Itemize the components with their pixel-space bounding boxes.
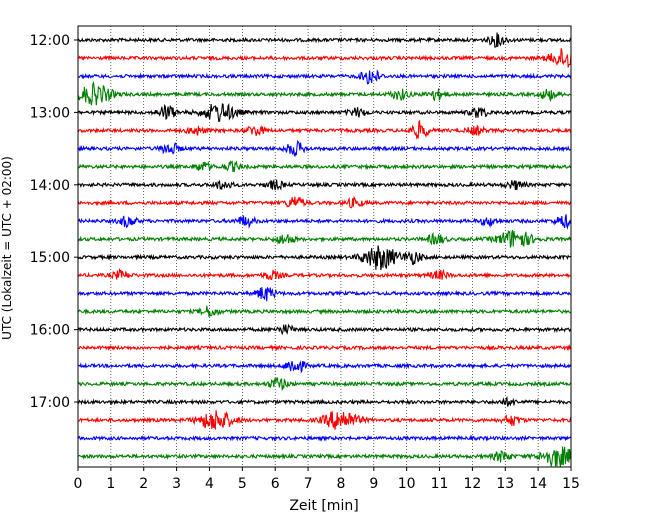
y-tick-label-14:00: 14:00 (30, 178, 70, 194)
trace-1615 (77, 344, 572, 352)
x-tick-label-12: 12 (463, 476, 481, 492)
y-axis: 12:00 13:00 14:00 15:00 16:00 17:00 (30, 33, 78, 411)
trace-1315 (77, 119, 572, 140)
x-tick-label-11: 11 (431, 476, 449, 492)
trace-1715 (77, 410, 572, 431)
trace-1700 (77, 395, 572, 407)
trace-1530 (77, 286, 572, 302)
trace-1300 (77, 102, 572, 123)
x-tick-label-2: 2 (139, 476, 148, 492)
trace-1645 (77, 377, 572, 391)
trace-1515 (77, 267, 572, 281)
trace-1730 (77, 434, 572, 442)
x-tick-label-15: 15 (562, 476, 580, 492)
trace-1500 (77, 245, 572, 271)
trace-1600 (77, 323, 572, 336)
plot-frame (77, 25, 572, 468)
trace-1445 (77, 229, 572, 248)
x-tick-label-9: 9 (369, 476, 378, 492)
y-tick-label-13:00: 13:00 (30, 105, 70, 121)
x-tick-label-14: 14 (529, 476, 547, 492)
x-tick-label-4: 4 (205, 476, 214, 492)
trace-series (77, 32, 572, 468)
trace-1345 (77, 160, 572, 173)
trace-1200 (77, 32, 572, 48)
x-axis-label: Zeit [min] (289, 498, 358, 514)
trace-1215 (77, 48, 572, 68)
x-tick-label-1: 1 (106, 476, 115, 492)
y-tick-label-15:00: 15:00 (30, 250, 70, 266)
y-tick-label-17:00: 17:00 (30, 395, 70, 411)
x-tick-label-0: 0 (74, 476, 83, 492)
x-tick-label-5: 5 (238, 476, 247, 492)
trace-1400 (77, 178, 572, 191)
x-tick-label-3: 3 (172, 476, 181, 492)
trace-1745 (77, 446, 572, 468)
x-axis: 0 1 2 3 4 5 6 7 8 9 10 11 12 13 14 15 (74, 467, 580, 492)
y-tick-label-12:00: 12:00 (30, 33, 70, 49)
trace-1415 (77, 195, 572, 209)
y-axis-label: UTC (Lokalzeit = UTC + 02:00) (0, 156, 14, 340)
x-tick-label-7: 7 (304, 476, 313, 492)
trace-1230 (77, 69, 572, 85)
trace-1545 (78, 305, 572, 318)
x-tick-label-6: 6 (271, 476, 280, 492)
trace-1245 (77, 81, 572, 106)
x-tick-label-13: 13 (496, 476, 514, 492)
trace-1430 (77, 214, 572, 230)
x-tick-label-8: 8 (336, 476, 345, 492)
x-tick-label-10: 10 (398, 476, 416, 492)
trace-1630 (77, 360, 572, 374)
y-tick-label-16:00: 16:00 (30, 323, 70, 339)
trace-1330 (77, 139, 572, 157)
